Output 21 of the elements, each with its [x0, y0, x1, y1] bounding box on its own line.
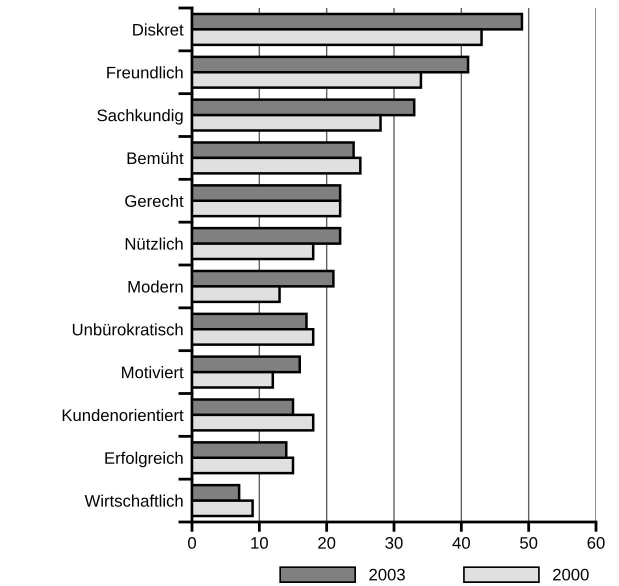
x-tick-label: 40 — [452, 537, 470, 549]
y-tick-label: Modern — [128, 280, 183, 293]
y-tick-label: Bemüht — [128, 152, 184, 164]
y-tick-label: Unbürokratisch — [72, 323, 183, 336]
y-tick-label: Sachkundig — [97, 109, 183, 125]
x-tick-label: 10 — [251, 537, 268, 549]
x-tick-label: 50 — [520, 537, 538, 549]
y-tick-label: Diskret — [133, 23, 184, 36]
x-tick-label: 0 — [188, 537, 196, 549]
y-tick-label: Nützlich — [126, 238, 183, 250]
y-tick-label: Wirtschaftlich — [84, 494, 183, 507]
legend-label: 2003 — [369, 568, 405, 581]
y-tick-label: Motiviert — [122, 366, 184, 378]
legend-label: 2000 — [553, 568, 589, 581]
x-tick-label: 20 — [318, 537, 336, 549]
x-tick-label: 60 — [588, 537, 605, 549]
y-tick-label: Erfolgreich — [105, 452, 183, 468]
y-tick-label: Kundenorientiert — [62, 408, 184, 422]
x-tick-label: 30 — [385, 537, 403, 549]
y-tick-label: Gerecht — [125, 194, 184, 207]
y-tick-label: Freundlich — [107, 66, 183, 78]
